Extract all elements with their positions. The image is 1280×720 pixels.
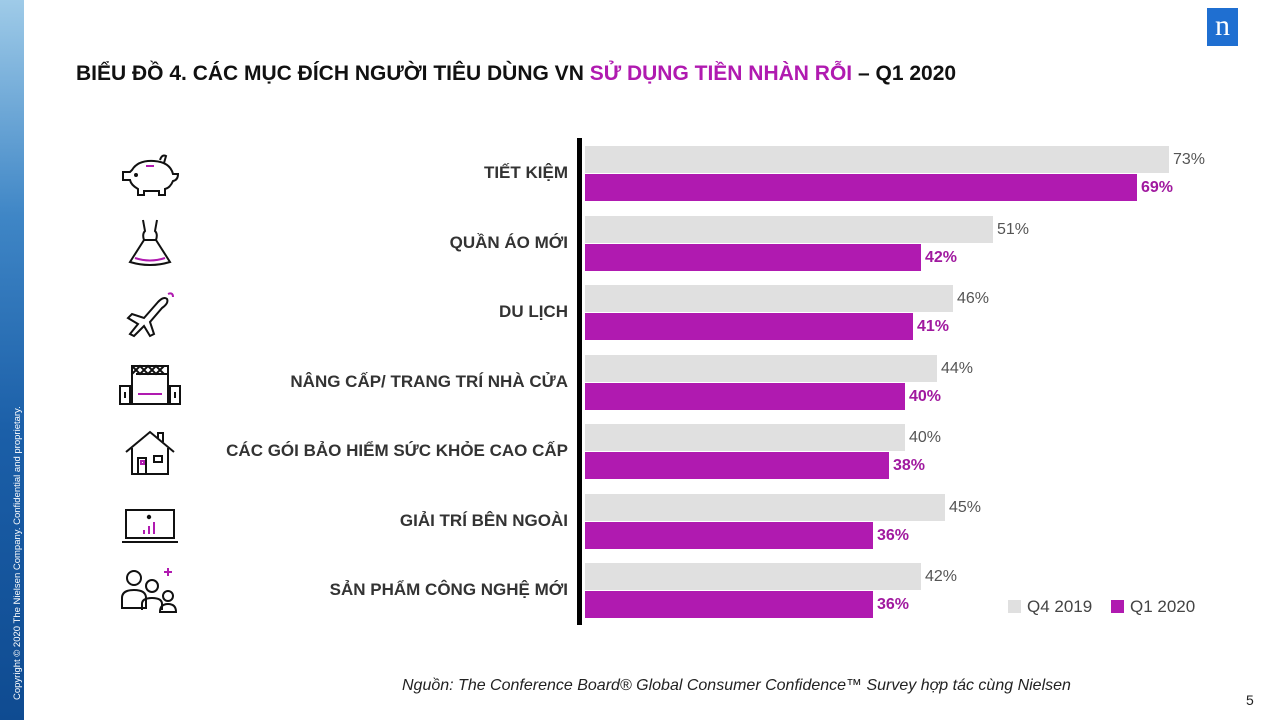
data-label-q4-2019: 45%	[949, 498, 982, 516]
bar-q1-2020	[585, 313, 913, 340]
airplane-icon	[126, 292, 174, 338]
chart-title: BIỂU ĐỒ 4. CÁC MỤC ĐÍCH NGƯỜI TIÊU DÙNG …	[76, 62, 956, 86]
data-label-q4-2019: 44%	[941, 359, 974, 377]
bar-q1-2020	[585, 452, 889, 479]
bar-q4-2019	[585, 215, 993, 243]
legend-item-q1-2020: Q1 2020	[1110, 597, 1196, 616]
bar-q1-2020	[585, 243, 921, 271]
left-decorative-strip	[0, 0, 24, 720]
legend: Q4 2019 Q1 2020	[1008, 597, 1209, 617]
bar-q4-2019	[585, 493, 945, 521]
dress-icon	[128, 219, 172, 266]
bar-q1-2020	[585, 591, 873, 618]
data-label-q1-2020: 41%	[917, 318, 950, 335]
legend-label-q1-2020: Q1 2020	[1129, 597, 1196, 616]
page-number: 5	[1246, 692, 1254, 708]
data-label-q1-2020: 42%	[925, 248, 958, 266]
piggy-bank-icon	[122, 154, 180, 196]
source-note: Nguồn: The Conference Board® Global Cons…	[402, 677, 1071, 694]
category-label: TIẾT KIỆM	[483, 163, 568, 182]
nielsen-logo: n	[1207, 8, 1238, 46]
category-label: DU LỊCH	[499, 302, 568, 321]
title-part-2: – Q1 2020	[852, 62, 957, 85]
monitor-icon	[122, 509, 178, 543]
data-label-q4-2019: 42%	[925, 568, 958, 585]
category-label: SẢN PHẨM CÔNG NGHỆ MỚI	[329, 580, 568, 599]
bar-q4-2019	[585, 424, 905, 451]
category-label: CÁC GÓI BẢO HIỂM SỨC KHỎE CAO CẤP	[226, 441, 568, 460]
data-label-q1-2020: 36%	[877, 596, 910, 613]
data-label-q1-2020: 69%	[1141, 179, 1174, 196]
data-label-q4-2019: 40%	[909, 429, 942, 446]
data-label-q4-2019: 46%	[957, 290, 990, 307]
legend-swatch-q1-2020	[1110, 600, 1124, 613]
legend-label-q4-2019: Q4 2019	[1027, 597, 1093, 616]
bar-q1-2020	[585, 174, 1137, 201]
people-icon	[121, 568, 178, 613]
data-label-q4-2019: 51%	[997, 220, 1030, 238]
category-label: GIẢI TRÍ BÊN NGOÀI	[399, 510, 568, 530]
bar-q1-2020	[585, 521, 873, 549]
bar-q4-2019	[585, 354, 937, 382]
copyright-text: Copyright © 2020 The Nielsen Company. Co…	[12, 406, 23, 700]
bar-q1-2020	[585, 382, 905, 410]
category-axis-line	[577, 138, 582, 625]
data-label-q1-2020: 38%	[893, 457, 926, 474]
data-label-q1-2020: 36%	[877, 526, 910, 544]
category-label: NÂNG CẤP/ TRANG TRÍ NHÀ CỬA	[290, 371, 568, 391]
category-label: QUẦN ÁO MỚI	[449, 232, 568, 252]
legend-swatch-q4-2019	[1008, 600, 1021, 613]
title-part-1: BIỂU ĐỒ 4. CÁC MỤC ĐÍCH NGƯỜI TIÊU DÙNG …	[76, 62, 590, 85]
data-label-q1-2020: 40%	[909, 387, 942, 405]
house-icon	[125, 430, 175, 475]
legend-item-q4-2019: Q4 2019	[1008, 597, 1092, 616]
bar-q4-2019	[585, 146, 1169, 173]
title-highlight: SỬ DỤNG TIỀN NHÀN RỖI	[589, 62, 853, 85]
home-theater-icon	[119, 364, 181, 405]
bar-q4-2019	[585, 285, 953, 312]
bar-q4-2019	[585, 563, 921, 590]
data-label-q4-2019: 73%	[1173, 151, 1206, 168]
